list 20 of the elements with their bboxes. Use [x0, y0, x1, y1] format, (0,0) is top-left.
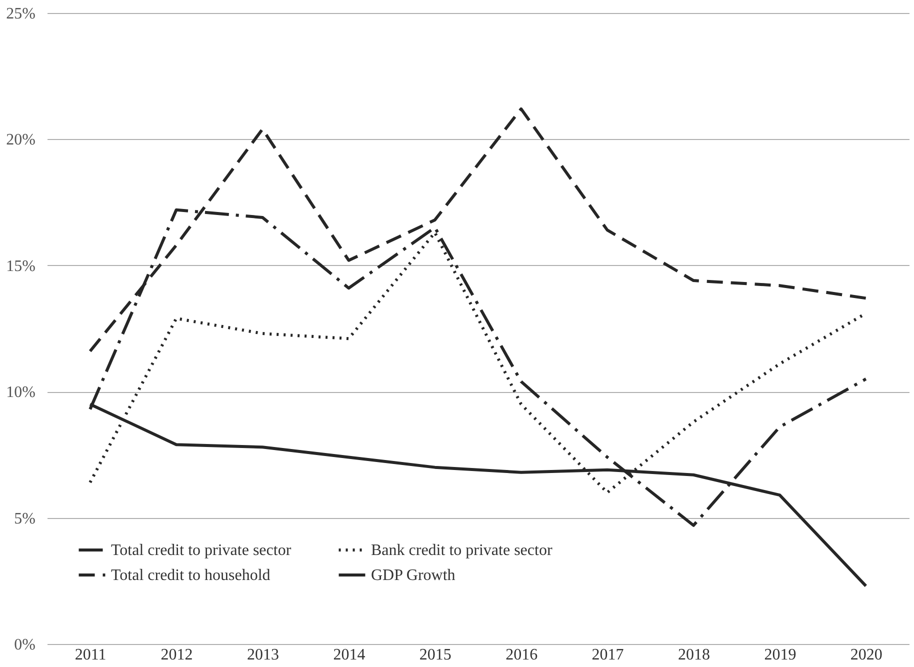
y-tick-label: 20% [6, 132, 36, 149]
legend-label: GDP Growth [371, 567, 456, 584]
x-tick-label: 2014 [333, 646, 366, 664]
x-tick-label: 2018 [678, 646, 710, 664]
x-tick-label: 2020 [850, 646, 882, 664]
legend-label: Bank credit to private sector [371, 542, 553, 559]
y-tick-label: 10% [6, 384, 36, 402]
x-tick-label: 2017 [592, 646, 624, 664]
x-tick-label: 2011 [74, 646, 106, 664]
x-tick-label: 2019 [764, 646, 796, 664]
y-tick-label: 5% [14, 510, 36, 528]
legend-label: Total credit to household [111, 567, 270, 584]
y-tick-label: 25% [6, 6, 36, 22]
x-tick-label: 2012 [160, 646, 193, 664]
y-tick-label: 0% [14, 636, 36, 654]
x-tick-label: 2016 [506, 646, 538, 664]
x-tick-label: 2013 [247, 646, 279, 664]
legend-label: Total credit to private sector [111, 542, 292, 559]
y-tick-label: 15% [6, 258, 36, 275]
x-tick-label: 2015 [419, 646, 452, 664]
